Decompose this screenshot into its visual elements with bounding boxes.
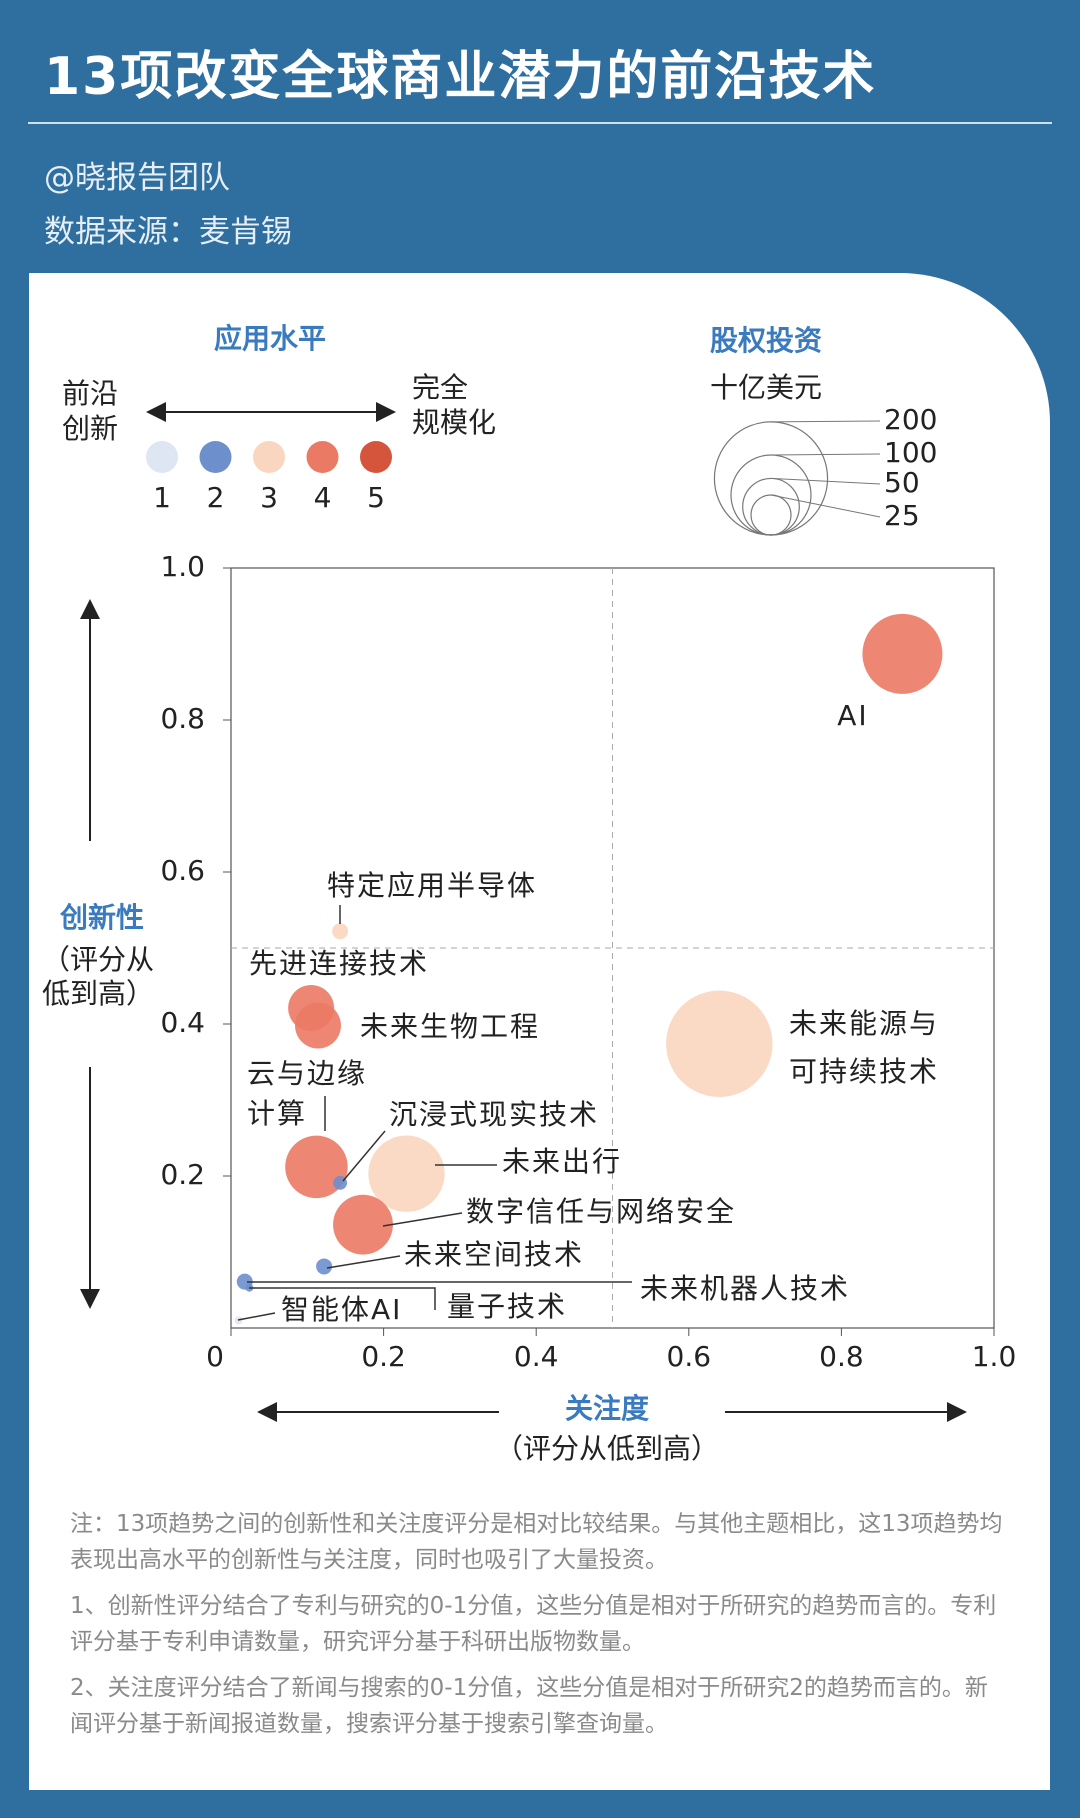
size-legend-unit: 十亿美元 (710, 371, 822, 404)
point-label: 智能体AI (281, 1293, 402, 1326)
x-tick-label: 0.4 (514, 1340, 559, 1373)
bubble (316, 1258, 333, 1275)
size-legend-leader (770, 477, 881, 485)
notes: 注：13项趋势之间的创新性和关注度评分是相对比较结果。与其他主题相比，这13项趋… (70, 1506, 1010, 1752)
size-legend-label: 25 (884, 499, 920, 532)
legend-level: 3 (260, 481, 278, 514)
size-legend-leader (770, 453, 881, 456)
size-legend-title: 股权投资 (710, 324, 822, 357)
point-label: 云与边缘 (247, 1057, 367, 1090)
y-tick-label: 0.4 (160, 1006, 205, 1039)
size-legend-circle (750, 494, 792, 536)
y-tick-label: 0.8 (160, 702, 205, 735)
bubble (368, 1135, 445, 1212)
bubble (295, 1002, 341, 1049)
legend-level: 4 (314, 481, 332, 514)
point-label: 计算 (247, 1097, 307, 1130)
x-axis-subtitle: （评分从低到高） (495, 1432, 719, 1465)
point-label: 沉浸式现实技术 (389, 1098, 599, 1131)
point-label: 未来能源与 (789, 1007, 939, 1040)
point-label: 先进连接技术 (249, 947, 429, 980)
leader-line (249, 1287, 436, 1310)
note: 注：13项趋势之间的创新性和关注度评分是相对比较结果。与其他主题相比，这13项趋… (70, 1511, 1003, 1573)
title: 13项改变全球商业潜力的前沿技术 (44, 47, 877, 107)
legend-swatch (360, 441, 392, 473)
y-axis-subtitle: 低到高） (42, 977, 154, 1010)
y-tick-label: 0.6 (160, 854, 205, 887)
point-label: 未来空间技术 (404, 1238, 584, 1271)
legend-low: 前沿 (62, 377, 118, 410)
legend-title: 应用水平 (214, 322, 326, 355)
note: 1、创新性评分结合了专利与研究的0-1分值，这些分值是相对于所研究的趋势而言的。… (70, 1593, 997, 1655)
legend-swatch (199, 441, 232, 473)
leader-line (342, 1130, 386, 1182)
size-legend-label: 100 (884, 436, 937, 469)
legend-swatch (253, 441, 285, 473)
y-axis-subtitle: （评分从 (42, 943, 154, 976)
point-label: 数字信任与网络安全 (466, 1195, 736, 1228)
point-label: 未来生物工程 (360, 1010, 540, 1043)
legend-level: 5 (367, 481, 385, 514)
x-tick-label: 1.0 (972, 1340, 1017, 1373)
point-label: 特定应用半导体 (327, 869, 537, 902)
legend-high: 完全 (412, 371, 468, 404)
bubble (333, 1194, 393, 1255)
y-axis-title: 创新性 (59, 901, 144, 934)
y-tick-label: 1.0 (160, 550, 205, 583)
bubble (666, 990, 773, 1097)
point-label: 可持续技术 (789, 1055, 939, 1088)
author: @晓报告团队 (44, 160, 230, 196)
legend-level: 1 (153, 481, 171, 514)
size-legend-leader (770, 420, 881, 423)
legend-high: 规模化 (412, 406, 496, 439)
legend-swatch (146, 441, 178, 473)
y-tick-label: 0.2 (160, 1158, 205, 1191)
source: 数据来源：麦肯锡 (44, 214, 292, 250)
bubble (862, 613, 943, 694)
x-tick-label: 0.8 (819, 1340, 864, 1373)
point-label: AI (837, 699, 868, 732)
point-label: 量子技术 (447, 1290, 567, 1323)
size-legend-leader (770, 494, 881, 518)
point-label: 未来机器人技术 (640, 1272, 850, 1305)
x-tick-label: 0.6 (667, 1340, 712, 1373)
x-tick-label: 0 (206, 1340, 224, 1373)
leader-line (237, 1312, 276, 1321)
divider (28, 122, 1052, 124)
legend-level: 2 (207, 481, 225, 514)
x-tick-label: 0.2 (361, 1340, 406, 1373)
panel (29, 273, 1050, 1790)
bubble (285, 1135, 348, 1199)
legend-swatch (306, 441, 339, 473)
leader-line (326, 1255, 401, 1269)
leader-line (382, 1212, 463, 1227)
size-legend-circle (742, 477, 800, 536)
size-legend-label: 200 (884, 403, 937, 436)
size-legend-label: 50 (884, 466, 920, 499)
point-label: 未来出行 (502, 1145, 622, 1178)
x-axis-title: 关注度 (565, 1392, 649, 1425)
legend-low: 创新 (62, 412, 118, 445)
note: 2、关注度评分结合了新闻与搜索的0-1分值，这些分值是相对于所研究2的趋势而言的… (70, 1675, 988, 1737)
bubble (332, 923, 349, 940)
